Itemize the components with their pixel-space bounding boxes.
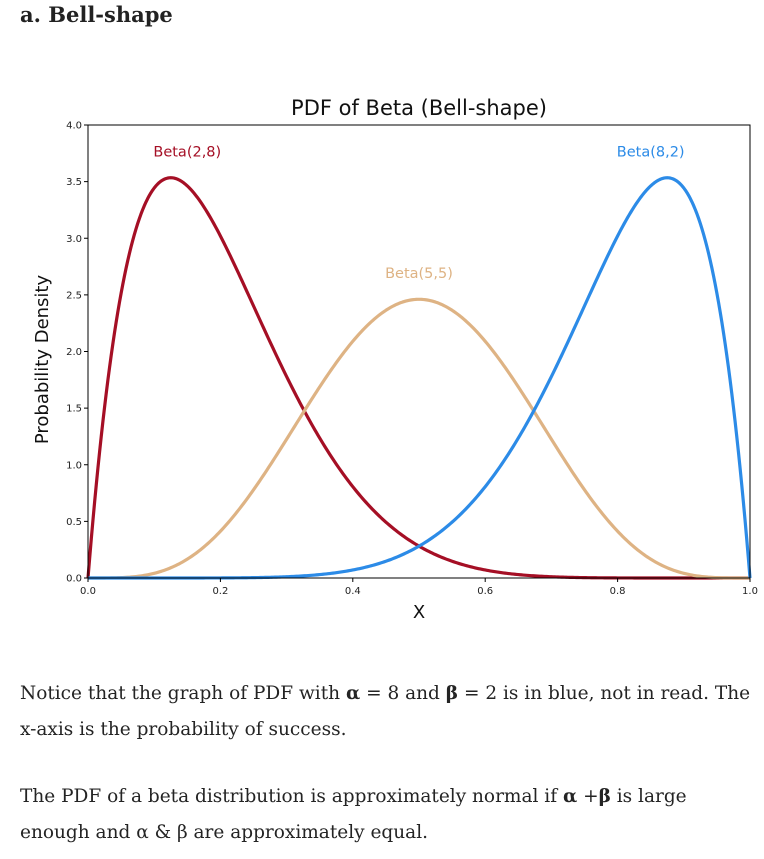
x-tick-label: 0.0	[80, 586, 96, 597]
series-label-1: Beta(5,5)	[385, 266, 453, 282]
section-heading: a. Bell-shape	[20, 2, 173, 27]
p1-alpha-value: = 8 and	[360, 683, 446, 704]
p1-suffix: = 2 is in blue, not in read. The x-axis …	[20, 683, 751, 740]
series-labels: Beta(2,8) Beta(5,5) Beta(8,2)	[153, 145, 684, 282]
x-axis: 0.0 0.2 0.4 0.6 0.8 1.0	[80, 578, 758, 597]
chart-title: PDF of Beta (Bell-shape)	[291, 96, 547, 120]
series-label-0: Beta(2,8)	[153, 145, 221, 161]
x-tick-label: 0.4	[345, 586, 361, 597]
x-tick-label: 0.8	[610, 586, 626, 597]
series-line-0	[86, 176, 750, 580]
p2-plus: +	[577, 786, 599, 807]
x-tick-label: 0.2	[212, 586, 228, 597]
p2-suffix: is large enough and α & β are approximat…	[20, 786, 687, 843]
x-tick-label: 0.6	[477, 586, 493, 597]
beta-symbol: β	[598, 786, 611, 807]
y-tick-label: 3.5	[66, 177, 82, 188]
normal-approximation-paragraph: The PDF of a beta distribution is approx…	[20, 779, 752, 851]
y-tick-label: 3.0	[66, 234, 82, 245]
x-axis-label: X	[413, 602, 425, 623]
plot-frame	[87, 124, 751, 579]
alpha-symbol: α	[562, 786, 578, 807]
series-label-2: Beta(8,2)	[617, 145, 685, 161]
beta-pdf-chart: PDF of Beta (Bell-shape) 0.0 0.2 0.4 0.6 0.8…	[32, 96, 758, 623]
y-tick-label: 1.0	[66, 460, 82, 471]
plot-area	[86, 176, 752, 580]
y-tick-label: 0.5	[66, 517, 82, 528]
alpha-symbol: α	[345, 683, 361, 704]
y-tick-label: 0.0	[66, 574, 82, 585]
y-axis: 0.0 0.5 1.0 1.5 2.0 2.5 3.0 3.5 4.0	[66, 121, 88, 585]
y-axis-label: Probability Density	[32, 275, 53, 445]
x-tick-label: 1.0	[742, 586, 758, 597]
series-line-1	[88, 297, 750, 580]
y-tick-label: 4.0	[66, 121, 82, 132]
p1-prefix: Notice that the graph of PDF with	[20, 683, 346, 704]
beta-symbol: β	[445, 683, 459, 704]
series-line-2	[88, 176, 752, 580]
p2-prefix: The PDF of a beta distribution is approx…	[20, 786, 563, 807]
y-tick-label: 2.0	[66, 347, 82, 358]
y-tick-label: 1.5	[66, 404, 82, 415]
explanation-paragraph: Notice that the graph of PDF with α = 8 …	[20, 676, 752, 748]
y-tick-label: 2.5	[66, 290, 82, 301]
